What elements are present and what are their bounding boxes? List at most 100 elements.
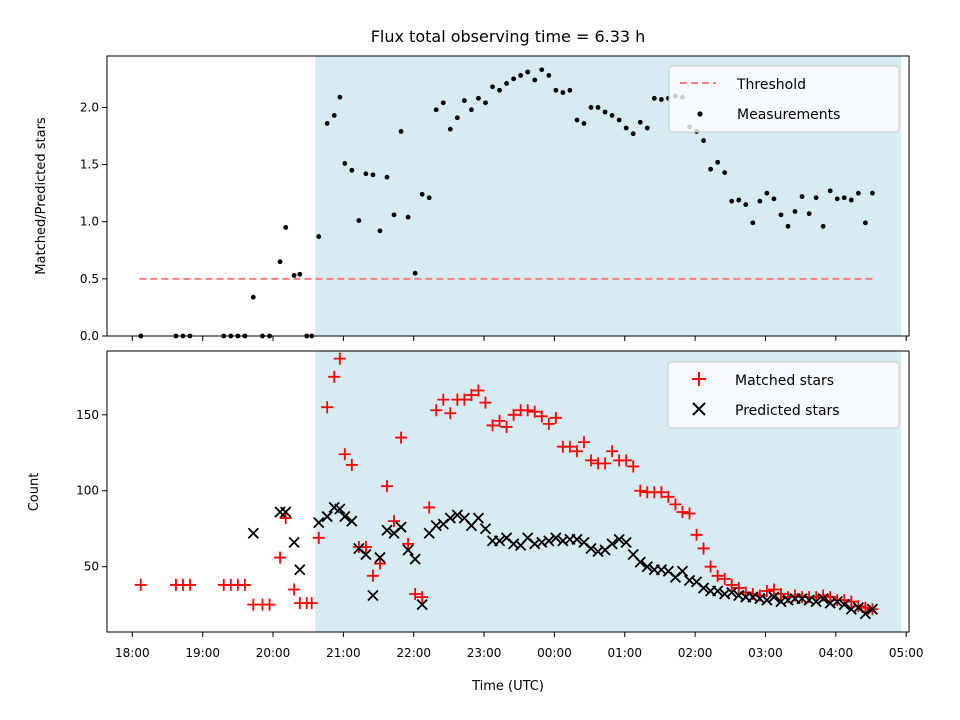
predicted-star-point	[634, 556, 646, 568]
measurement-point	[757, 198, 763, 204]
predicted-star-point	[381, 524, 393, 536]
measurement-point	[630, 131, 636, 137]
matched-star-point	[444, 407, 457, 420]
measurement-point	[426, 195, 432, 201]
top-y-axis-label: Matched/Predicted stars	[34, 117, 49, 275]
matched-star-point	[606, 445, 619, 458]
chart-title: Flux total observing time = 6.33 h	[371, 27, 646, 46]
predicted-star-point	[280, 506, 292, 518]
bottom-y-axis-label: Count	[27, 473, 42, 512]
matched-star-point	[263, 598, 276, 611]
measurement-point	[855, 190, 861, 196]
matched-star-point	[134, 578, 147, 591]
predicted-star-point	[726, 586, 738, 599]
measurement-point	[377, 228, 383, 234]
measurement-point	[291, 273, 297, 278]
matched-star-point	[493, 414, 506, 427]
measurement-point	[609, 113, 615, 118]
predicted-star-point	[395, 521, 407, 533]
predicted-star-point	[831, 595, 843, 608]
measurement-point	[806, 211, 812, 217]
measurement-point	[419, 191, 425, 197]
top-panel: 0.00.51.01.52.0 Matched/Predicted stars …	[34, 55, 910, 343]
matched-star-point	[627, 460, 640, 473]
y-tick-label: 0.0	[80, 329, 99, 343]
predicted-star-point	[676, 565, 689, 577]
measurement-point	[342, 161, 348, 166]
predicted-star-point	[409, 553, 421, 565]
measurement-point	[778, 212, 784, 218]
predicted-star-point	[620, 536, 632, 549]
matched-star-point	[824, 591, 837, 604]
x-tick-label: 20:00	[256, 646, 291, 660]
matched-star-point	[437, 393, 450, 406]
measurement-point	[539, 67, 545, 73]
measurement-point	[398, 129, 404, 134]
predicted-star-point	[838, 599, 850, 611]
matched-star-point	[655, 486, 668, 499]
measurement-point	[651, 95, 657, 101]
x-tick-label: 00:00	[537, 646, 572, 660]
measurement-point	[412, 270, 418, 276]
legend-predicted-swatch	[692, 402, 706, 416]
predicted-star-point	[641, 561, 653, 573]
measurement-point	[785, 223, 791, 229]
matched-star-point	[528, 405, 541, 418]
measurement-point	[574, 117, 580, 123]
measurement-point	[743, 202, 749, 207]
measurement-point	[764, 190, 770, 196]
predicted-star-point	[543, 535, 555, 547]
matched-star-point	[577, 436, 590, 449]
matched-star-point	[333, 352, 346, 365]
predicted-star-point	[416, 599, 428, 611]
predicted-star-point	[288, 536, 300, 549]
predicted-star-point	[479, 523, 492, 535]
measurement-point	[834, 196, 840, 202]
measurement-point	[827, 188, 833, 194]
matched-star-point	[704, 560, 717, 573]
predicted-star-point	[712, 585, 724, 597]
x-tick-label: 22:00	[396, 646, 431, 660]
top-y-ticks: 0.0 0.5 1.0 1.5 2.0	[80, 100, 107, 343]
bottom-y-ticks: 50 100 150	[76, 408, 107, 574]
measurement-point	[337, 94, 343, 100]
predicted-star-point	[606, 538, 618, 550]
matched-star-point	[238, 578, 251, 591]
predicted-star-point	[493, 535, 506, 547]
matched-star-point	[563, 440, 576, 453]
predicted-star-point	[768, 591, 780, 603]
matched-star-point	[599, 457, 612, 470]
matched-star-point	[732, 581, 745, 594]
x-tick-label: 01:00	[607, 646, 642, 660]
predicted-star-point	[346, 515, 358, 527]
matched-star-point	[345, 458, 358, 471]
matched-star-point	[395, 431, 408, 444]
top-x-ticks	[131, 336, 907, 341]
matched-star-point	[711, 569, 724, 582]
measurement-point	[454, 115, 460, 121]
predicted-star-point	[321, 510, 333, 523]
measurement-point	[250, 294, 256, 300]
matched-star-point	[549, 411, 562, 424]
matched-star-point	[321, 401, 334, 414]
predicted-star-point	[274, 506, 286, 518]
x-tick-label: 03:00	[748, 646, 783, 660]
top-axes-frame	[106, 55, 910, 337]
measurement-point	[750, 220, 756, 226]
measurement-point	[616, 117, 622, 123]
measurement-point	[316, 234, 322, 239]
measurement-point	[771, 196, 777, 202]
measurement-point	[370, 172, 376, 178]
measurement-point	[813, 195, 819, 201]
measurement-point	[722, 170, 728, 175]
predicted-star-point	[444, 512, 456, 524]
predicted-star-point	[866, 603, 879, 615]
y-tick-label: 50	[84, 560, 99, 574]
matched-star-point	[760, 584, 773, 597]
measurement-point	[595, 105, 601, 110]
matched-star-point	[507, 408, 520, 421]
matched-star-point	[725, 578, 738, 591]
measurement-point	[277, 259, 283, 265]
measurement-point	[384, 174, 390, 180]
